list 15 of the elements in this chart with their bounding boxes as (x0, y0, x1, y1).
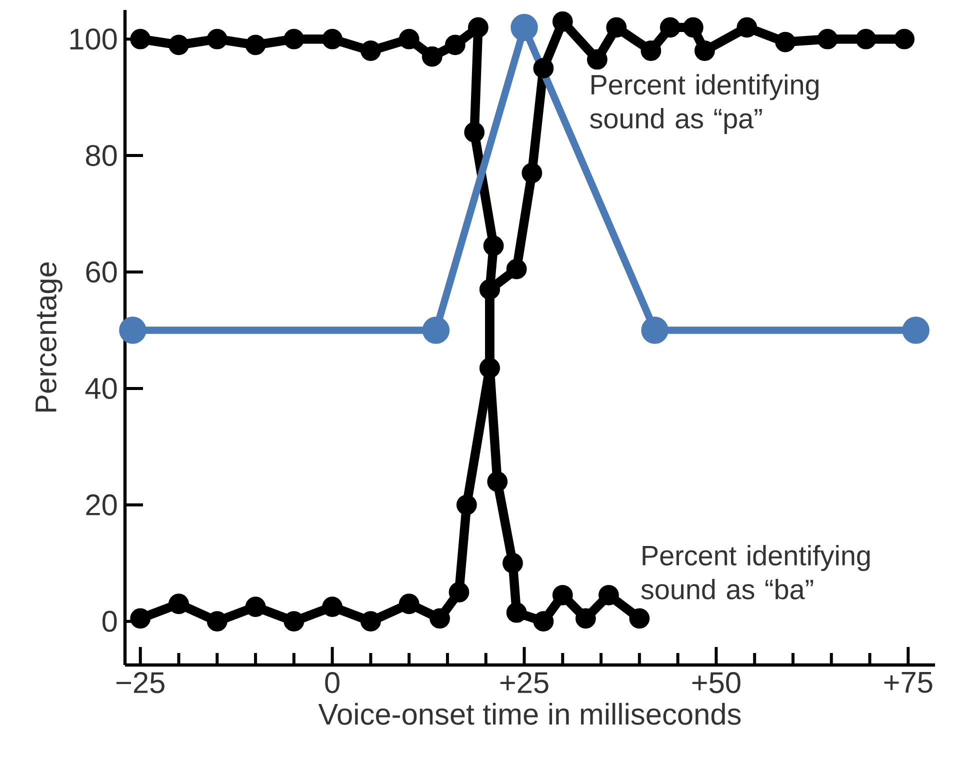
x-tick-label: −25 (116, 672, 164, 694)
y-tick-label: 60 (86, 261, 117, 283)
x-tick-label: +25 (500, 672, 548, 694)
x-tick-label: +75 (884, 672, 932, 693)
y-tick-label: 0 (102, 610, 117, 632)
y-tick-label: 20 (86, 494, 117, 516)
series-label: Percent identifying sound as “pa” (590, 74, 818, 134)
y-tick-label: 100 (70, 28, 117, 50)
x-axis-title: Voice-onset time in milliseconds (318, 702, 741, 725)
x-tick-label: 0 (325, 672, 340, 694)
y-tick-label: 80 (86, 144, 117, 166)
y-tick-label: 40 (85, 378, 117, 400)
x-tick-label: +50 (692, 672, 740, 694)
series-label: Percent identifying sound as “ba” (641, 545, 870, 600)
y-axis-title: Percentage (36, 262, 62, 412)
